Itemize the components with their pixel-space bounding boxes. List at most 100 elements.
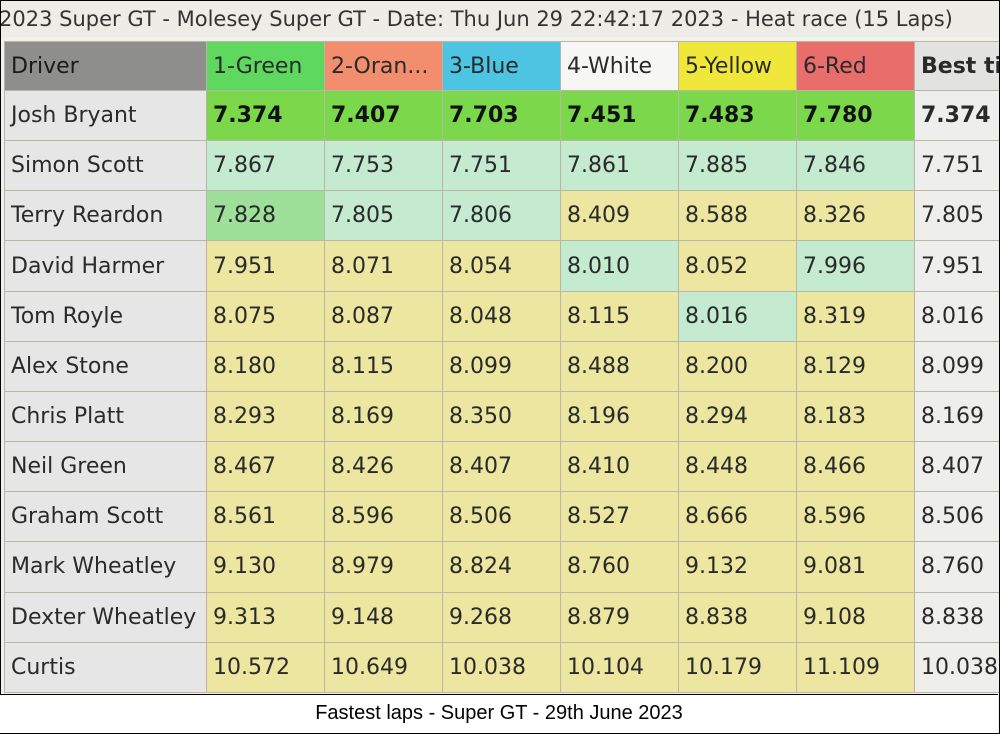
lap-time: 8.115 xyxy=(324,340,443,392)
lap-time: 8.448 xyxy=(678,441,797,493)
lap-time: 7.951 xyxy=(206,240,325,292)
lap-time: 8.506 xyxy=(442,491,561,543)
lap-time: 9.108 xyxy=(796,591,915,643)
lap-time: 7.703 xyxy=(442,89,561,142)
column-header: Driver xyxy=(4,41,207,91)
lap-time: 8.048 xyxy=(442,290,561,342)
lap-time: 8.052 xyxy=(678,240,797,292)
lap-time: 8.467 xyxy=(206,441,325,493)
lap-time: 8.527 xyxy=(560,491,679,543)
lap-time: 8.087 xyxy=(324,290,443,342)
lap-time: 10.649 xyxy=(324,641,443,694)
lap-time: 8.326 xyxy=(796,190,915,242)
lap-time: 8.760 xyxy=(560,541,679,593)
driver-row: Mark Wheatley 9.130 8.979 8.824 8.760 9.132 9.… xyxy=(4,541,999,593)
lap-time: 10.179 xyxy=(678,641,797,694)
lap-time: 8.410 xyxy=(560,441,679,493)
window-title: 2023 Super GT - Molesey Super GT - Date:… xyxy=(1,1,999,37)
lap-time: 7.751 xyxy=(442,140,561,192)
lap-time: 7.996 xyxy=(796,240,915,292)
lap-time: 8.350 xyxy=(442,390,561,443)
driver-row: Dexter Wheatley 9.313 9.148 9.268 8.879 8.838… xyxy=(4,591,999,643)
best-time: 8.169 xyxy=(914,390,999,443)
driver-row: Chris Platt 8.293 8.169 8.350 8.196 8.294 8.18… xyxy=(4,390,999,443)
driver-row: David Harmer 7.951 8.071 8.054 8.010 8.052 7.9… xyxy=(4,240,999,292)
best-time: 8.838 xyxy=(914,591,999,643)
best-time: 8.407 xyxy=(914,441,999,493)
lap-time: 8.294 xyxy=(678,390,797,443)
lap-time: 7.753 xyxy=(324,140,443,192)
driver-row: Josh Bryant 7.374 7.407 7.703 7.451 7.483 7.78… xyxy=(4,89,999,142)
table-body: Josh Bryant 7.374 7.407 7.703 7.451 7.483 7.78… xyxy=(4,89,999,694)
lap-time: 10.104 xyxy=(560,641,679,694)
lap-time: 8.824 xyxy=(442,541,561,593)
lap-time: 10.038 xyxy=(442,641,561,694)
driver-name: Curtis xyxy=(4,641,207,694)
lap-time: 7.805 xyxy=(324,190,443,242)
lap-time: 8.409 xyxy=(560,190,679,242)
best-time: 8.099 xyxy=(914,340,999,392)
column-header: 6-Red xyxy=(796,41,915,91)
column-header: 4-White xyxy=(560,41,679,91)
lap-time: 9.130 xyxy=(206,541,325,593)
column-header: Best ti xyxy=(914,41,999,91)
lap-time: 7.861 xyxy=(560,140,679,192)
lap-time: 8.979 xyxy=(324,541,443,593)
lap-time: 8.075 xyxy=(206,290,325,342)
best-time: 7.805 xyxy=(914,190,999,242)
driver-row: Neil Green 8.467 8.426 8.407 8.410 8.448 8.466… xyxy=(4,441,999,493)
column-header: 2-Oran... xyxy=(324,41,443,91)
lap-time: 8.879 xyxy=(560,591,679,643)
lap-time: 8.183 xyxy=(796,390,915,443)
lap-time: 8.319 xyxy=(796,290,915,342)
lap-time: 8.115 xyxy=(560,290,679,342)
column-header: 3-Blue xyxy=(442,41,561,91)
lap-time: 7.867 xyxy=(206,140,325,192)
lap-time: 7.407 xyxy=(324,89,443,142)
lap-time: 8.407 xyxy=(442,441,561,493)
lap-time: 10.572 xyxy=(206,641,325,694)
lap-time: 7.828 xyxy=(206,190,325,242)
lap-time: 8.838 xyxy=(678,591,797,643)
driver-name: Dexter Wheatley xyxy=(4,591,207,643)
driver-row: Graham Scott 8.561 8.596 8.506 8.527 8.666 8.5… xyxy=(4,491,999,543)
lap-time: 8.010 xyxy=(560,240,679,292)
lap-time: 7.885 xyxy=(678,140,797,192)
lap-time: 9.148 xyxy=(324,591,443,643)
lap-time: 9.268 xyxy=(442,591,561,643)
best-time: 7.951 xyxy=(914,240,999,292)
lap-time: 8.196 xyxy=(560,390,679,443)
lap-time: 7.780 xyxy=(796,89,915,142)
lap-time: 7.374 xyxy=(206,89,325,142)
lap-time: 7.451 xyxy=(560,89,679,142)
best-time: 7.751 xyxy=(914,140,999,192)
lap-time: 8.561 xyxy=(206,491,325,543)
driver-name: Josh Bryant xyxy=(4,89,207,142)
lap-time: 8.099 xyxy=(442,340,561,392)
driver-name: Alex Stone xyxy=(4,340,207,392)
driver-row: Curtis 10.572 10.649 10.038 10.104 10.179 11.1… xyxy=(4,641,999,694)
lap-time: 8.071 xyxy=(324,240,443,292)
caption: Fastest laps - Super GT - 29th June 2023 xyxy=(0,694,998,733)
lap-time: 8.426 xyxy=(324,441,443,493)
driver-row: Tom Royle 8.075 8.087 8.048 8.115 8.016 8.319 8… xyxy=(4,290,999,342)
driver-name: Chris Platt xyxy=(4,390,207,443)
best-time: 7.374 xyxy=(914,89,999,142)
best-time: 10.038 xyxy=(914,641,999,694)
lap-time: 9.081 xyxy=(796,541,915,593)
lap-time: 8.596 xyxy=(796,491,915,543)
column-header: 1-Green xyxy=(206,41,325,91)
lap-time: 9.132 xyxy=(678,541,797,593)
lap-time: 8.054 xyxy=(442,240,561,292)
driver-name: Neil Green xyxy=(4,441,207,493)
lap-time: 7.846 xyxy=(796,140,915,192)
lap-time: 8.200 xyxy=(678,340,797,392)
driver-row: Simon Scott 7.867 7.753 7.751 7.861 7.885 7.84… xyxy=(4,140,999,192)
driver-row: Alex Stone 8.180 8.115 8.099 8.488 8.200 8.129… xyxy=(4,340,999,392)
lap-time: 8.169 xyxy=(324,390,443,443)
lap-time: 8.466 xyxy=(796,441,915,493)
lap-time: 8.129 xyxy=(796,340,915,392)
lap-table: Driver 1-Green 2-Oran... 3-Blue 4-White 5-Yel… xyxy=(4,41,999,694)
